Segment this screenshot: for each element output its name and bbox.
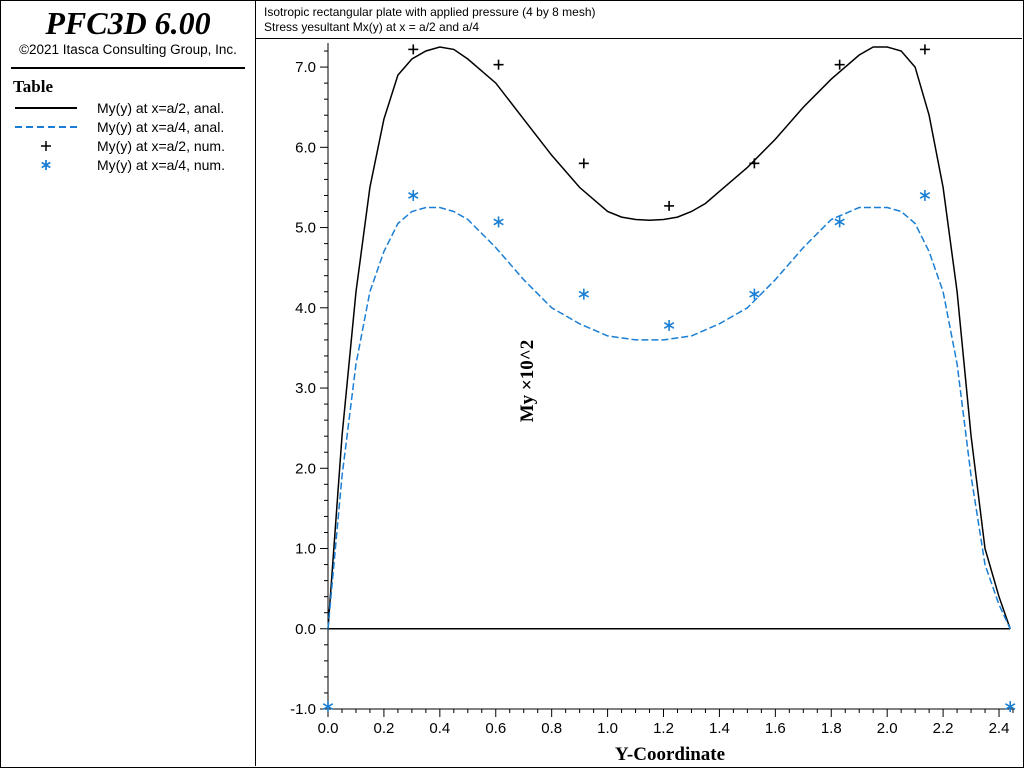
x-tick-label: 0.4 [429,720,450,737]
y-tick-label: -1.0 [290,701,316,718]
asterisk-marker-7 [919,189,931,201]
x-tick-label: 1.4 [709,720,730,737]
asterisk-marker-5 [749,288,760,300]
x-tick-label: 1.2 [653,720,674,737]
x-tick-label: 2.4 [989,720,1010,737]
axes: 0.0 0.2 0.4 0.6 0.8 1.0 1.2 1.4 1.6 1.8 2.0 2.2 2.4 -… [290,43,1014,737]
legend-label: My(y) at x=a/4, num. [97,157,225,173]
y-tick-label: 1.0 [295,541,316,558]
y-tick-label: 4.0 [295,300,316,317]
legend-label: My(y) at x=a/2, anal. [97,100,225,116]
x-tick-label: 0.2 [373,720,394,737]
x-tick-label: 2.0 [877,720,898,737]
legend-label: My(y) at x=a/4, anal. [97,119,225,135]
plus-marker-1 [493,59,504,70]
legend-label: My(y) at x=a/2, num. [97,138,225,154]
asterisk-marker-icon [41,160,51,170]
app-title: PFC3D 6.00 [45,5,211,41]
chart-plot: 0.0 0.2 0.4 0.6 0.8 1.0 1.2 1.4 1.6 1.8 2.0 2.2 2.4 -… [290,43,1016,765]
plot-header: Isotropic rectangular plate with applied… [256,1,1022,39]
x-tick-label: 0.8 [541,720,562,737]
legend-item-a4-anal: My(y) at x=a/4, anal. [1,118,255,136]
plot-description-line1: Isotropic rectangular plate with applied… [264,5,596,19]
legend-item-a4-num: My(y) at x=a/4, num. [1,156,255,174]
series-line-0 [327,46,1011,630]
x-tick-label: 0.0 [318,720,339,737]
y-tick-label: 2.0 [295,460,316,477]
plus-marker-4 [749,158,760,169]
asterisk-marker-6 [834,216,845,228]
asterisk-marker-8 [1005,701,1016,713]
solid-line-icon [15,107,77,109]
y-tick-label: 0.0 [295,621,316,638]
plus-marker-icon [41,141,51,151]
legend-title: Table [13,77,54,96]
series-layer [322,44,1016,713]
legend-panel: PFC3D 6.00 ©2021 Itasca Consulting Group… [1,1,256,766]
dashed-line-icon [15,126,77,128]
asterisk-marker-2 [493,216,504,228]
asterisk-marker-4 [663,319,675,331]
x-tick-label: 1.0 [597,720,618,737]
plus-marker-5 [834,59,845,70]
x-tick-label: 1.8 [821,720,842,737]
plot-description-line2: Stress yesultant Mx(y) at x = a/2 and a/… [264,20,480,34]
series-line-1 [327,206,1011,630]
plus-marker-0 [408,44,419,55]
x-axis-title: Y-Coordinate [615,744,725,765]
y-tick-label: 5.0 [295,220,316,237]
x-tick-label: 2.2 [933,720,954,737]
title-divider [11,67,245,69]
y-tick-label: 3.0 [295,380,316,397]
plus-marker-2 [578,158,589,169]
x-tick-label: 0.6 [485,720,506,737]
legend-item-a2-num: My(y) at x=a/2, num. [1,137,255,155]
asterisk-marker-3 [578,288,590,300]
asterisk-marker-0 [322,701,334,713]
legend-item-a2-anal: My(y) at x=a/2, anal. [1,99,255,117]
x-tick-label: 1.6 [765,720,786,737]
plus-marker-6 [919,44,930,55]
copyright-text: ©2021 Itasca Consulting Group, Inc. [19,42,237,57]
y-tick-label: 6.0 [295,139,316,156]
asterisk-marker-1 [408,189,419,201]
plus-marker-3 [664,200,675,211]
y-tick-label: 7.0 [295,59,316,76]
y-axis-title: My ×10^2 [517,340,538,423]
